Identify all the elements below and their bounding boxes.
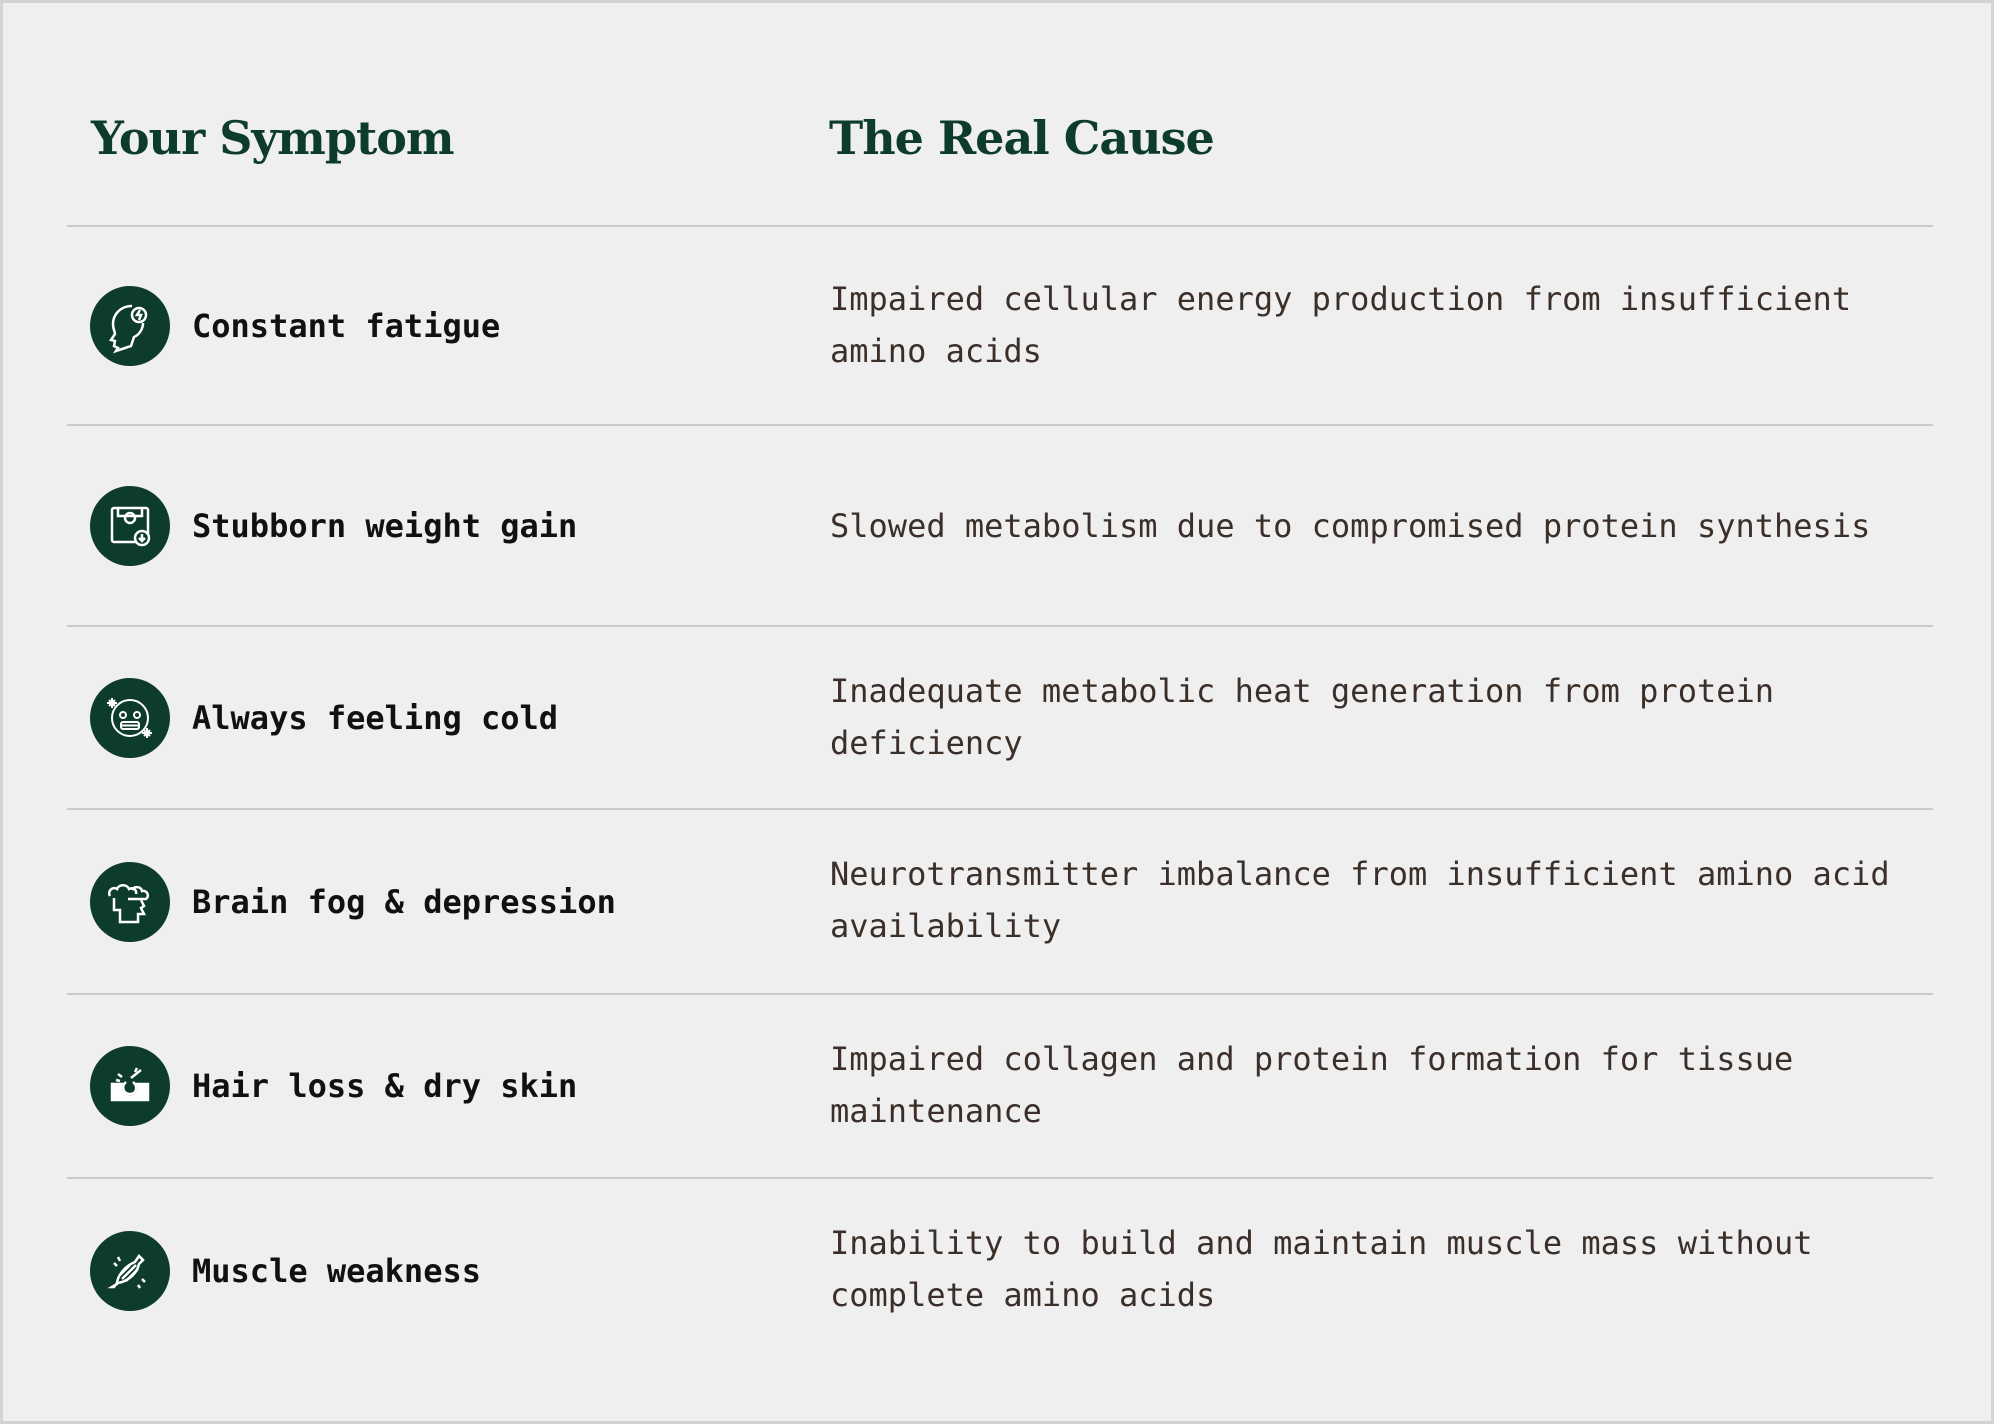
hair-follicle-icon: [90, 1046, 170, 1126]
table-row: Hair loss & dry skin Impaired collagen a…: [67, 995, 1933, 1177]
symptom-label: Muscle weakness: [192, 1251, 481, 1290]
divider: [67, 424, 1933, 426]
table-row: Constant fatigue Impaired cellular energ…: [67, 227, 1933, 424]
divider: [67, 625, 1933, 627]
table-row: Always feeling cold Inadequate metabolic…: [67, 627, 1933, 808]
symptom-label: Hair loss & dry skin: [192, 1067, 578, 1105]
divider: [67, 1177, 1933, 1179]
cause-text: Inability to build and maintain muscle m…: [830, 1224, 1813, 1314]
cold-face-icon: [90, 677, 170, 758]
scale-weight-icon: [90, 485, 170, 566]
divider: [67, 225, 1933, 227]
head-lightning-cloud-icon: [90, 285, 170, 366]
symptom-label: Always feeling cold: [192, 698, 559, 737]
cause-text: Inadequate metabolic heat generation fro…: [830, 672, 1775, 762]
table-row: Stubborn weight gain Slowed metabolism d…: [67, 426, 1933, 625]
cause-text: Neurotransmitter imbalance from insuffic…: [830, 855, 1890, 945]
header-your-symptom: Your Symptom: [91, 111, 455, 165]
symptom-label: Stubborn weight gain: [192, 506, 578, 545]
head-cloud-icon: [90, 861, 170, 942]
symptom-label: Brain fog & depression: [192, 882, 616, 921]
table-row: Muscle weakness Inability to build and m…: [67, 1179, 1933, 1362]
divider: [67, 993, 1933, 995]
table-row: Brain fog & depression Neurotransmitter …: [67, 810, 1933, 993]
cause-text: Slowed metabolism due to compromised pro…: [830, 507, 1871, 545]
header-real-cause: The Real Cause: [829, 111, 1215, 165]
cause-text: Impaired collagen and protein formation …: [830, 1040, 1794, 1130]
symptom-label: Constant fatigue: [192, 306, 501, 345]
divider: [67, 808, 1933, 810]
cause-text: Impaired cellular energy production from…: [830, 280, 1852, 370]
muscle-icon: [90, 1230, 170, 1311]
